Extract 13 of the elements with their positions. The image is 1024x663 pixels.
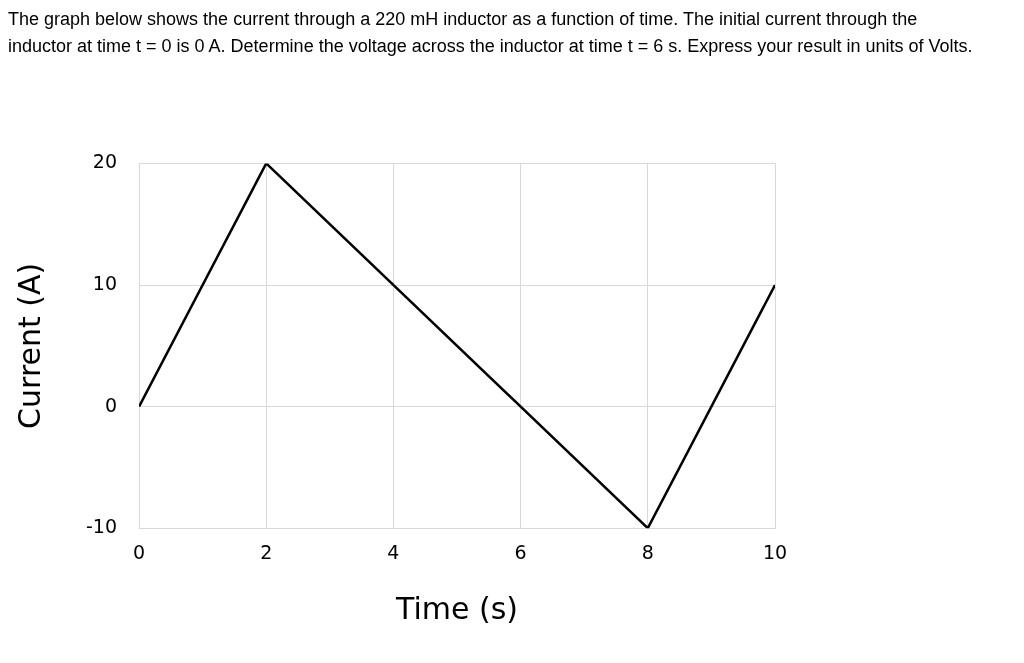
y-tick-label: 20 (92, 150, 118, 173)
x-axis-title: Time (s) (395, 590, 519, 626)
y-tick-label: -10 (85, 515, 118, 538)
x-tick-label: 6 (514, 540, 527, 563)
chart-title: The graph below shows the current through a 220 mH inductor as a function of time. The initial current through the inductor at time t = 0 is 0 A. Determine the voltage across the inductor at time t = 6 s. Express your result in units of Volts. (8, 8, 974, 58)
x-tick-label: 8 (641, 540, 654, 563)
x-tick-label: 10 (762, 540, 788, 563)
y-tick-label: 0 (104, 393, 118, 416)
x-tick-label: 4 (387, 540, 400, 563)
x-tick-label: 2 (260, 540, 273, 563)
y-axis-title: Current (A) (11, 262, 47, 429)
y-tick-label: 10 (92, 271, 118, 294)
x-tick-label: 0 (132, 540, 146, 563)
